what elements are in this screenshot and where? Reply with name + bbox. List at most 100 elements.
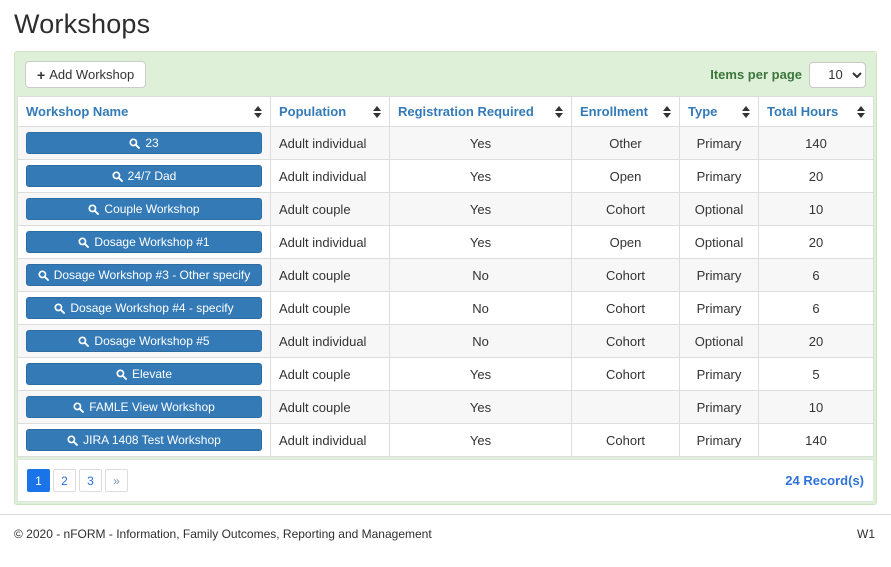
cell-population: Adult couple: [270, 192, 390, 226]
sort-icon: [373, 105, 381, 118]
cell-population: Adult couple: [270, 258, 390, 292]
column-header-population[interactable]: Population: [270, 96, 390, 127]
sort-icon: [663, 105, 671, 118]
cell-workshop-name: Dosage Workshop #4 - specify: [17, 291, 271, 325]
cell-registration-required: No: [389, 258, 572, 292]
add-workshop-button[interactable]: + Add Workshop: [25, 61, 147, 88]
footer-divider: [0, 514, 891, 515]
cell-registration-required: No: [389, 291, 572, 325]
cell-total-hours: 10: [758, 390, 874, 424]
cell-registration-required: Yes: [389, 159, 572, 193]
plus-icon: +: [37, 66, 46, 83]
cell-workshop-name: Couple Workshop: [17, 192, 271, 226]
workshop-name-label: JIRA 1408 Test Workshop: [83, 433, 221, 447]
cell-population: Adult individual: [270, 324, 390, 358]
search-icon: [78, 335, 90, 347]
add-workshop-label: Add Workshop: [49, 67, 135, 82]
next-page-button[interactable]: »: [105, 469, 128, 492]
page-button-1[interactable]: 1: [27, 469, 50, 492]
cell-total-hours: 6: [758, 258, 874, 292]
cell-workshop-name: Dosage Workshop #1: [17, 225, 271, 259]
workshop-name-label: Couple Workshop: [104, 202, 200, 216]
column-header-type[interactable]: Type: [679, 96, 759, 127]
table-row: Dosage Workshop #4 - specify Adult coupl…: [17, 291, 874, 325]
cell-enrollment: Open: [571, 159, 680, 193]
page-button-3[interactable]: 3: [79, 469, 102, 492]
sort-icon: [857, 105, 865, 118]
cell-enrollment: Other: [571, 126, 680, 160]
items-per-page-group: Items per page 10: [710, 61, 866, 88]
pagination: 1 2 3»: [27, 469, 131, 492]
items-per-page-select[interactable]: 10: [809, 61, 866, 88]
workshop-name-label: 24/7 Dad: [127, 169, 177, 183]
cell-type: Optional: [679, 324, 759, 358]
workshop-detail-button[interactable]: Dosage Workshop #1: [26, 231, 262, 253]
workshop-detail-button[interactable]: Elevate: [26, 363, 262, 385]
search-icon: [129, 137, 141, 149]
cell-population: Adult couple: [270, 357, 390, 391]
column-header-enrollment[interactable]: Enrollment: [571, 96, 680, 127]
cell-total-hours: 20: [758, 225, 874, 259]
workshop-name-label: Dosage Workshop #3 - Other specify: [53, 268, 251, 282]
workshop-detail-button[interactable]: Couple Workshop: [26, 198, 262, 220]
cell-registration-required: Yes: [389, 192, 572, 226]
column-header-registration-required[interactable]: Registration Required: [389, 96, 572, 127]
search-icon: [54, 302, 66, 314]
table-row: 24/7 Dad Adult individual Yes Open Prima…: [17, 159, 874, 193]
cell-population: Adult individual: [270, 423, 390, 457]
workshop-name-label: Dosage Workshop #1: [94, 235, 210, 249]
workshops-panel: + Add Workshop Items per page 10 Worksho…: [14, 51, 877, 505]
workshop-name-label: 23: [145, 136, 159, 150]
column-header-label: Registration Required: [398, 104, 534, 119]
column-header-total-hours[interactable]: Total Hours: [758, 96, 874, 127]
table-row: Couple Workshop Adult couple Yes Cohort …: [17, 192, 874, 226]
environment-badge: W1: [857, 527, 875, 541]
items-per-page-label: Items per page: [710, 67, 802, 82]
cell-type: Primary: [679, 258, 759, 292]
workshops-table: Workshop Name Population Registration Re…: [17, 96, 874, 457]
cell-registration-required: No: [389, 324, 572, 358]
cell-type: Optional: [679, 192, 759, 226]
cell-registration-required: Yes: [389, 390, 572, 424]
column-header-workshop-name[interactable]: Workshop Name: [17, 96, 271, 127]
cell-type: Optional: [679, 225, 759, 259]
table-row: FAMLE View Workshop Adult couple Yes Pri…: [17, 390, 874, 424]
workshop-detail-button[interactable]: 23: [26, 132, 262, 154]
cell-population: Adult couple: [270, 390, 390, 424]
cell-total-hours: 20: [758, 159, 874, 193]
column-header-label: Type: [688, 104, 718, 119]
cell-registration-required: Yes: [389, 423, 572, 457]
page-button-2[interactable]: 2: [53, 469, 76, 492]
workshop-detail-button[interactable]: FAMLE View Workshop: [26, 396, 262, 418]
workshop-detail-button[interactable]: JIRA 1408 Test Workshop: [26, 429, 262, 451]
page-title: Workshops: [14, 9, 151, 39]
table-footer: 1 2 3» 24 Record(s): [17, 459, 874, 502]
table-header-row: Workshop Name Population Registration Re…: [17, 96, 874, 127]
cell-enrollment: Cohort: [571, 423, 680, 457]
cell-population: Adult couple: [270, 291, 390, 325]
cell-population: Adult individual: [270, 159, 390, 193]
sort-icon: [254, 105, 262, 118]
workshop-detail-button[interactable]: Dosage Workshop #5: [26, 330, 262, 352]
cell-population: Adult individual: [270, 126, 390, 160]
workshop-detail-button[interactable]: Dosage Workshop #3 - Other specify: [26, 264, 262, 286]
cell-total-hours: 5: [758, 357, 874, 391]
cell-workshop-name: FAMLE View Workshop: [17, 390, 271, 424]
column-header-label: Population: [279, 104, 347, 119]
column-header-label: Workshop Name: [26, 104, 129, 119]
column-header-label: Enrollment: [580, 104, 648, 119]
workshop-detail-button[interactable]: Dosage Workshop #4 - specify: [26, 297, 262, 319]
cell-type: Primary: [679, 357, 759, 391]
cell-total-hours: 10: [758, 192, 874, 226]
workshop-name-label: Elevate: [131, 367, 173, 381]
cell-workshop-name: Dosage Workshop #5: [17, 324, 271, 358]
workshop-detail-button[interactable]: 24/7 Dad: [26, 165, 262, 187]
table-row: JIRA 1408 Test Workshop Adult individual…: [17, 423, 874, 457]
cell-enrollment: [571, 390, 680, 424]
cell-type: Primary: [679, 126, 759, 160]
panel-toolbar: + Add Workshop Items per page 10: [17, 54, 874, 96]
table-row: Dosage Workshop #3 - Other specify Adult…: [17, 258, 874, 292]
sort-icon: [555, 105, 563, 118]
search-icon: [38, 269, 49, 281]
cell-total-hours: 20: [758, 324, 874, 358]
